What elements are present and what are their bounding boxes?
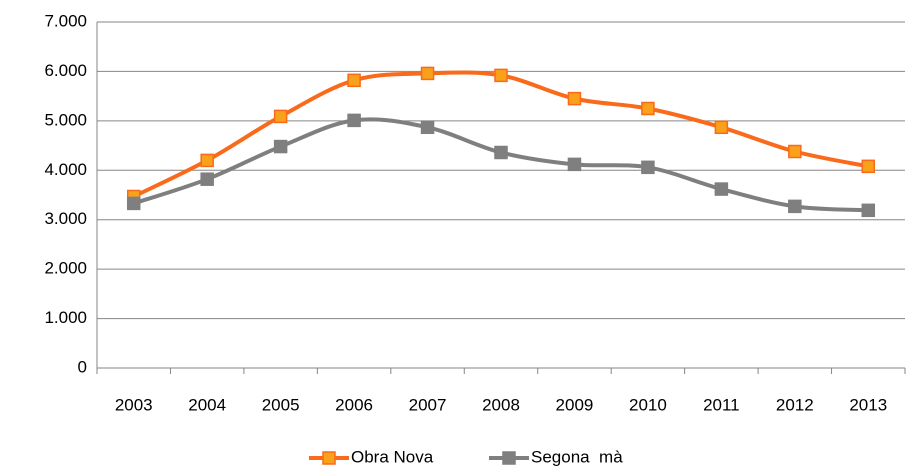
marker bbox=[420, 120, 435, 135]
x-tick-label: 2009 bbox=[556, 395, 594, 414]
marker bbox=[641, 160, 655, 175]
x-tick-label: 2013 bbox=[849, 395, 887, 414]
x-tick-label: 2010 bbox=[629, 395, 667, 414]
y-tick-label: 4.000 bbox=[44, 160, 87, 179]
marker bbox=[641, 101, 655, 116]
marker bbox=[200, 172, 214, 186]
marker bbox=[273, 109, 288, 124]
x-tick-label: 2004 bbox=[188, 395, 226, 414]
y-tick-label: 7.000 bbox=[44, 11, 87, 30]
marker bbox=[494, 68, 508, 83]
legend-label: Segona mà bbox=[531, 447, 623, 466]
legend-marker bbox=[502, 451, 516, 465]
legend-marker bbox=[322, 451, 336, 465]
marker bbox=[494, 145, 508, 160]
x-tick-label: 2011 bbox=[703, 395, 740, 414]
x-tick-label: 2003 bbox=[115, 395, 153, 414]
marker bbox=[567, 91, 582, 106]
marker bbox=[861, 203, 876, 218]
x-tick-label: 2012 bbox=[776, 395, 814, 414]
series-line bbox=[133, 117, 869, 213]
marker bbox=[347, 73, 361, 88]
marker bbox=[347, 113, 361, 128]
marker bbox=[861, 159, 876, 174]
x-tick-label: 2007 bbox=[409, 395, 447, 414]
y-tick-label: 1.000 bbox=[44, 308, 87, 327]
marker bbox=[567, 157, 582, 172]
series-line bbox=[132, 70, 869, 199]
x-tick-label: 2008 bbox=[482, 395, 520, 414]
x-tick-label: 2005 bbox=[262, 395, 300, 414]
y-tick-label: 5.000 bbox=[44, 110, 87, 129]
y-tick-label: 6.000 bbox=[44, 61, 87, 80]
marker bbox=[200, 153, 214, 168]
marker bbox=[273, 139, 288, 154]
marker bbox=[126, 196, 141, 211]
y-tick-label: 0 bbox=[78, 357, 87, 376]
marker bbox=[420, 66, 435, 81]
marker bbox=[714, 120, 729, 135]
x-tick-label: 2006 bbox=[335, 395, 373, 414]
y-tick-label: 3.000 bbox=[44, 209, 87, 228]
marker bbox=[788, 144, 802, 159]
y-tick-label: 2.000 bbox=[44, 259, 87, 278]
marker bbox=[714, 182, 729, 196]
legend-label: Obra Nova bbox=[351, 447, 434, 466]
marker bbox=[788, 199, 802, 214]
